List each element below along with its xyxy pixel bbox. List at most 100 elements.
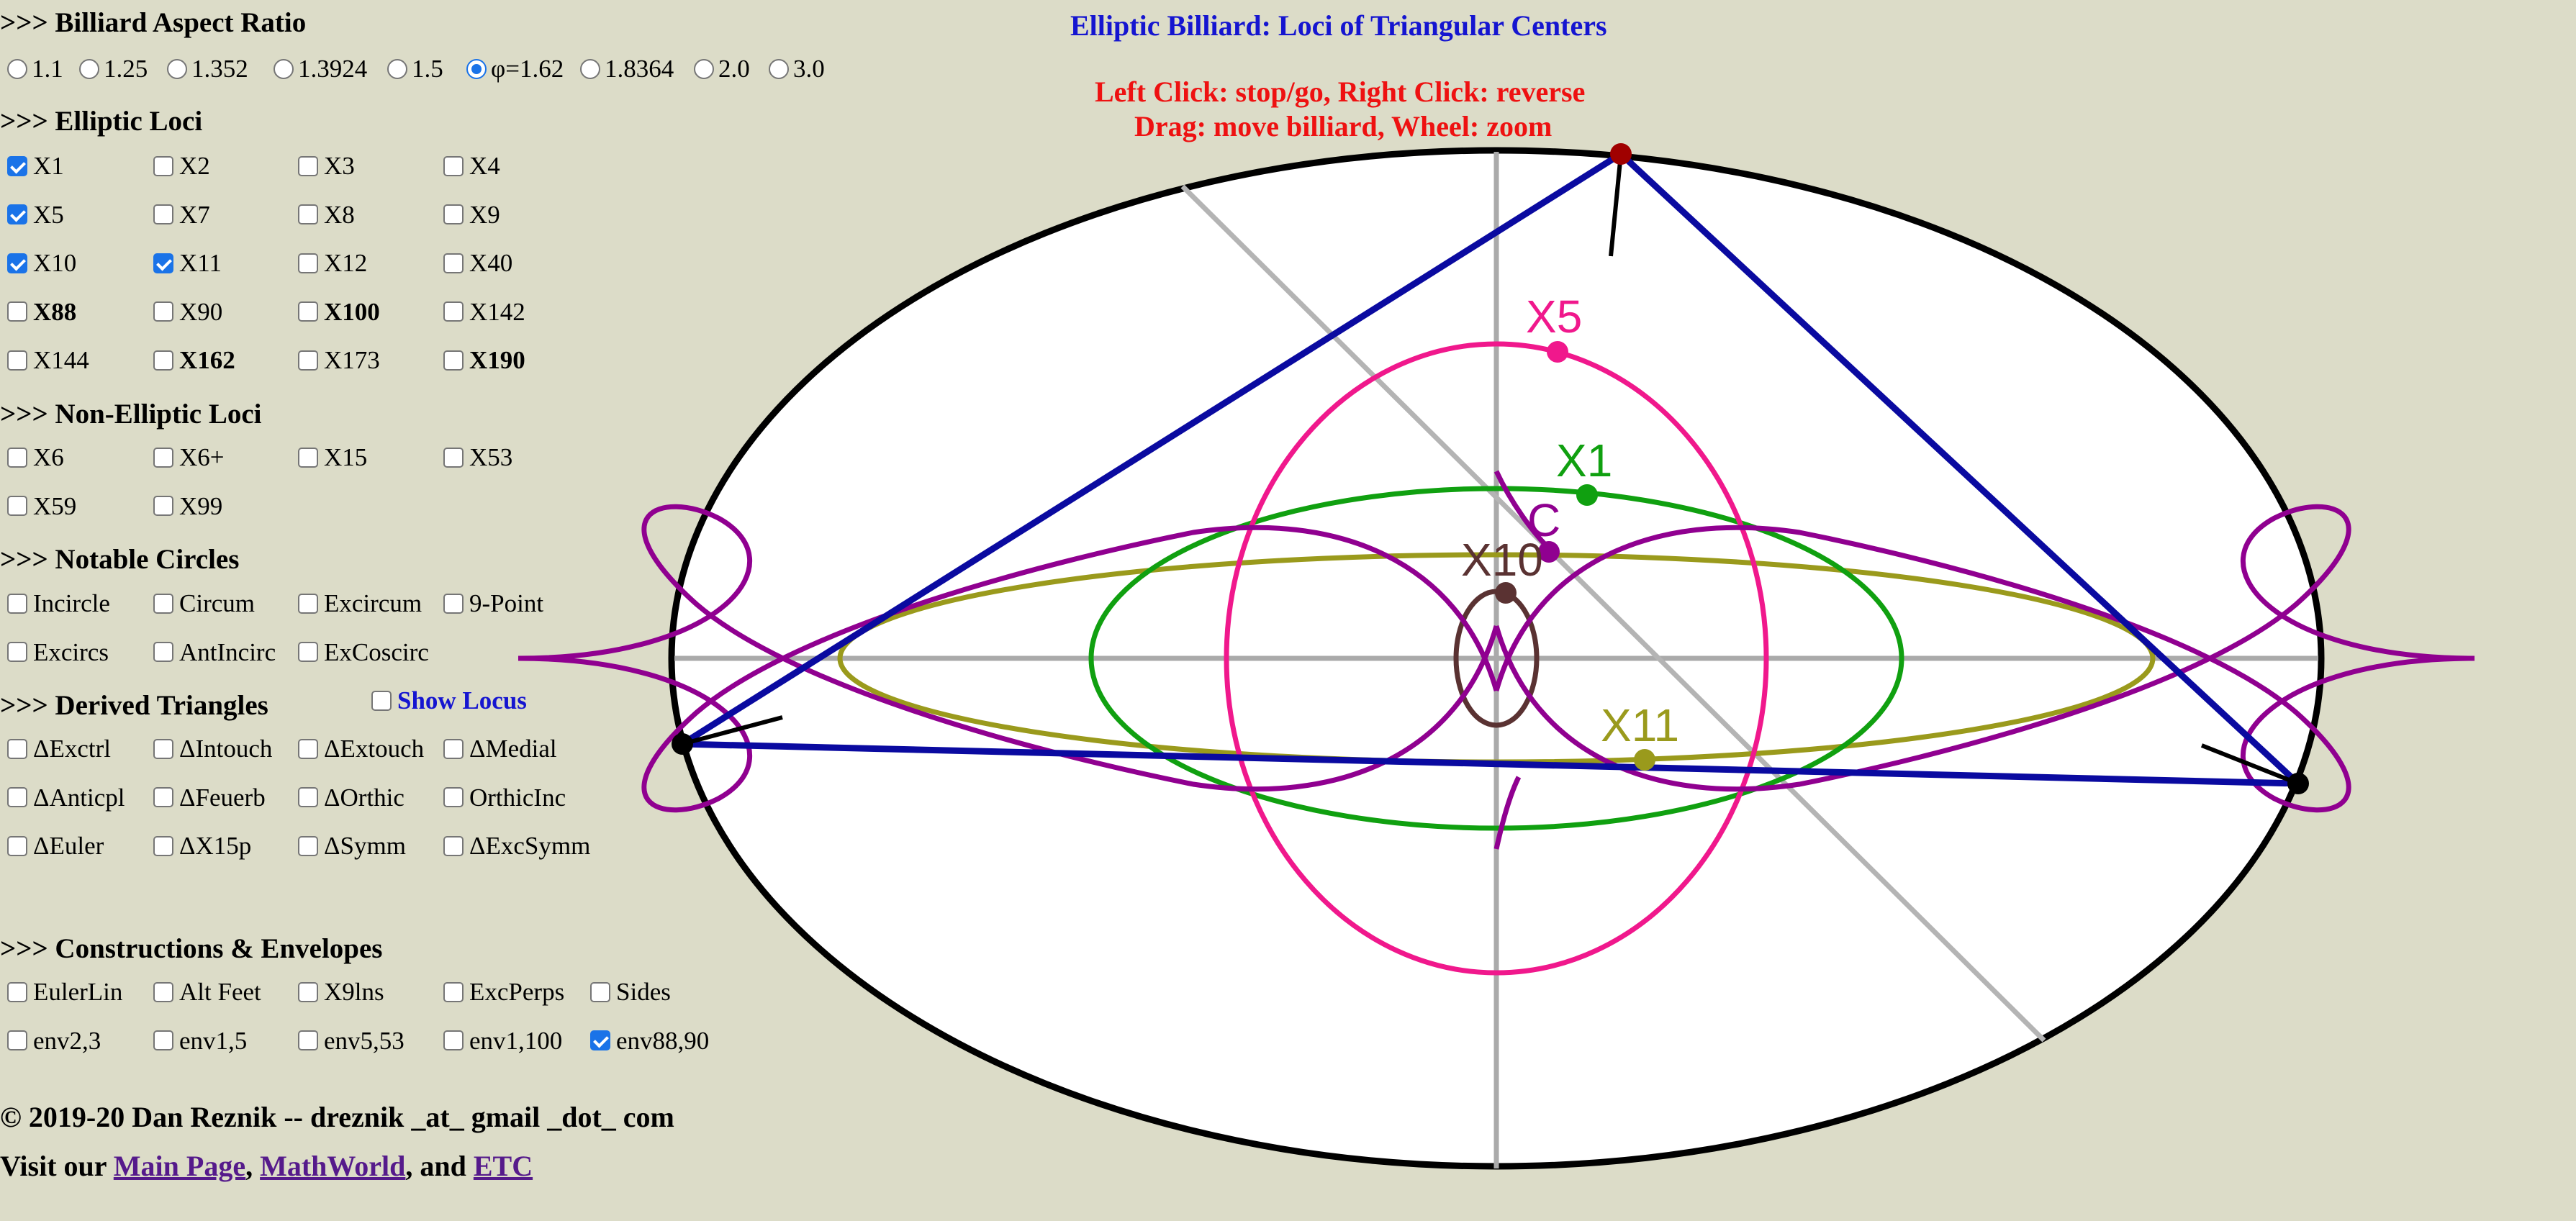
locus-x142-checkbox[interactable]	[443, 301, 464, 322]
derived-symm-option[interactable]: ΔSymm	[298, 833, 406, 858]
aspect-5-option[interactable]: φ=1.62	[466, 56, 564, 81]
construction-excperps-option[interactable]: ExcPerps	[443, 979, 564, 1004]
locus-x11-checkbox[interactable]	[153, 253, 173, 273]
circle-circum-checkbox[interactable]	[153, 593, 173, 614]
aspect-7-option[interactable]: 2.0	[694, 56, 750, 81]
construction-env8890-option[interactable]: env88,90	[590, 1028, 709, 1053]
locus-x1-option[interactable]: X1	[7, 153, 64, 178]
locus-x2-option[interactable]: X2	[153, 153, 210, 178]
construction-excperps-checkbox[interactable]	[443, 981, 464, 1002]
aspect-8-option[interactable]: 3.0	[769, 56, 825, 81]
locus-x9-checkbox[interactable]	[443, 204, 464, 224]
aspect-4-option[interactable]: 1.5	[387, 56, 443, 81]
locus-x8-option[interactable]: X8	[298, 202, 355, 227]
construction-env23-option[interactable]: env2,3	[7, 1028, 101, 1053]
construction-env23-checkbox[interactable]	[7, 1030, 27, 1050]
c-point[interactable]	[1538, 541, 1560, 563]
construction-env15-checkbox[interactable]	[153, 1030, 173, 1050]
construction-env553-option[interactable]: env5,53	[298, 1028, 405, 1053]
locus-x190-checkbox[interactable]	[443, 350, 464, 371]
circle-antincirc-checkbox[interactable]	[153, 642, 173, 662]
aspect-0-option[interactable]: 1.1	[7, 56, 63, 81]
construction-x9lns-option[interactable]: X9lns	[298, 979, 384, 1004]
locus-x162-checkbox[interactable]	[153, 350, 173, 371]
locus-x11-option[interactable]: X11	[153, 250, 222, 276]
aspect-3-option[interactable]: 1.3924	[274, 56, 367, 81]
locus-x100-option[interactable]: X100	[298, 299, 380, 324]
locus-x12-option[interactable]: X12	[298, 250, 367, 276]
locus-x40-option[interactable]: X40	[443, 250, 512, 276]
locus-x7-option[interactable]: X7	[153, 202, 210, 227]
locus-x40-checkbox[interactable]	[443, 253, 464, 273]
circle-circum-option[interactable]: Circum	[153, 591, 255, 616]
construction-eulerlin-checkbox[interactable]	[7, 981, 27, 1002]
circle-9point-option[interactable]: 9-Point	[443, 591, 543, 616]
locus-x173-checkbox[interactable]	[298, 350, 318, 371]
derived-intouch-option[interactable]: ΔIntouch	[153, 736, 272, 761]
aspect-8-radio[interactable]	[769, 58, 789, 79]
nonelliptic-x6-checkbox[interactable]	[7, 447, 27, 468]
circle-incircle-option[interactable]: Incircle	[7, 591, 110, 616]
nonelliptic-x15-checkbox[interactable]	[298, 447, 318, 468]
vertex-top[interactable]	[1610, 143, 1632, 165]
derived-x15p-checkbox[interactable]	[153, 835, 173, 856]
construction-altfeet-option[interactable]: Alt Feet	[153, 979, 261, 1004]
aspect-3-radio[interactable]	[274, 58, 294, 79]
locus-x7-checkbox[interactable]	[153, 204, 173, 224]
derived-anticpl-checkbox[interactable]	[7, 787, 27, 807]
nonelliptic-x99-option[interactable]: X99	[153, 494, 222, 519]
construction-env1100-checkbox[interactable]	[443, 1030, 464, 1050]
circle-excoscirc-option[interactable]: ExCoscirc	[298, 640, 429, 665]
aspect-2-radio[interactable]	[167, 58, 187, 79]
locus-x88-checkbox[interactable]	[7, 301, 27, 322]
show-locus-option[interactable]: Show Locus	[371, 688, 527, 713]
x10-point[interactable]	[1495, 582, 1517, 604]
locus-x10-option[interactable]: X10	[7, 250, 76, 276]
aspect-1-option[interactable]: 1.25	[79, 56, 148, 81]
x11-point[interactable]	[1634, 749, 1655, 771]
aspect-0-radio[interactable]	[7, 58, 27, 79]
aspect-6-radio[interactable]	[580, 58, 600, 79]
aspect-7-radio[interactable]	[694, 58, 714, 79]
derived-orthicinc-option[interactable]: OrthicInc	[443, 785, 566, 810]
derived-euler-option[interactable]: ΔEuler	[7, 833, 104, 858]
derived-orthic-checkbox[interactable]	[298, 787, 318, 807]
locus-x144-checkbox[interactable]	[7, 350, 27, 371]
aspect-2-option[interactable]: 1.352	[167, 56, 248, 81]
nonelliptic-x6-option[interactable]: X6	[7, 445, 64, 470]
locus-x8-checkbox[interactable]	[298, 204, 318, 224]
locus-x9-option[interactable]: X9	[443, 202, 500, 227]
locus-x5-checkbox[interactable]	[7, 204, 27, 224]
locus-x90-option[interactable]: X90	[153, 299, 222, 324]
locus-x3-checkbox[interactable]	[298, 155, 318, 176]
aspect-4-radio[interactable]	[387, 58, 407, 79]
derived-exctrl-checkbox[interactable]	[7, 738, 27, 759]
locus-x90-checkbox[interactable]	[153, 301, 173, 322]
etc-link[interactable]: ETC	[473, 1150, 533, 1182]
locus-x4-checkbox[interactable]	[443, 155, 464, 176]
locus-x190-option[interactable]: X190	[443, 348, 525, 373]
derived-feuerb-option[interactable]: ΔFeuerb	[153, 785, 266, 810]
nonelliptic-x59-checkbox[interactable]	[7, 496, 27, 516]
locus-x173-option[interactable]: X173	[298, 348, 380, 373]
locus-x162-option[interactable]: X162	[153, 348, 235, 373]
circle-incircle-checkbox[interactable]	[7, 593, 27, 614]
aspect-6-option[interactable]: 1.8364	[580, 56, 674, 81]
locus-x88-option[interactable]: X88	[7, 299, 76, 324]
show-locus-checkbox[interactable]	[371, 690, 392, 711]
x5-point[interactable]	[1547, 341, 1568, 363]
mathworld-link[interactable]: MathWorld	[260, 1150, 406, 1182]
derived-euler-checkbox[interactable]	[7, 835, 27, 856]
locus-x12-checkbox[interactable]	[298, 253, 318, 273]
vertex-left[interactable]	[672, 733, 693, 755]
locus-x4-option[interactable]: X4	[443, 153, 500, 178]
derived-excsymm-checkbox[interactable]	[443, 835, 464, 856]
circle-excoscirc-checkbox[interactable]	[298, 642, 318, 662]
derived-exctrl-option[interactable]: ΔExctrl	[7, 736, 111, 761]
aspect-1-radio[interactable]	[79, 58, 99, 79]
main-page-link[interactable]: Main Page	[113, 1150, 246, 1182]
locus-x142-option[interactable]: X142	[443, 299, 525, 324]
circle-excircum-option[interactable]: Excircum	[298, 591, 422, 616]
locus-x144-option[interactable]: X144	[7, 348, 89, 373]
circle-9point-checkbox[interactable]	[443, 593, 464, 614]
